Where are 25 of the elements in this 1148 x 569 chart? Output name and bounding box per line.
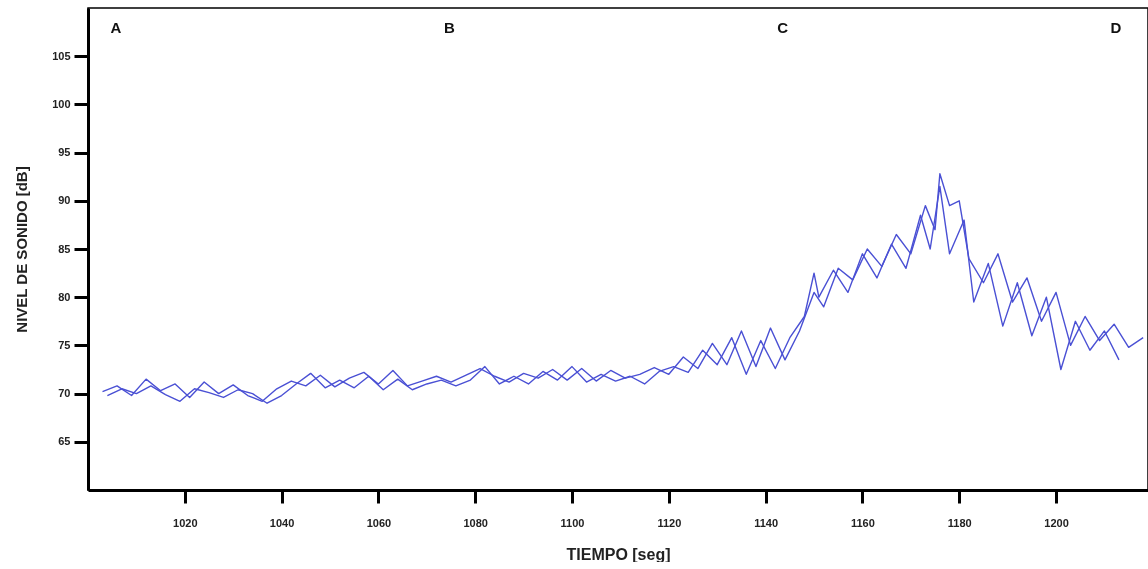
y-tick-label: 105 [52, 49, 71, 62]
y-tick-label: 95 [58, 146, 71, 159]
x-tick-label: 1100 [560, 516, 585, 529]
x-axis-title: TIEMPO [seg] [566, 545, 671, 563]
x-tick-label: 1040 [269, 516, 295, 529]
x-tick-label: 1140 [754, 516, 779, 529]
annotation: D [1110, 19, 1122, 36]
y-tick-label: 70 [58, 387, 71, 400]
x-tick-label: 1200 [1044, 516, 1069, 529]
x-tick-label: 1020 [173, 516, 198, 529]
y-tick-label: 85 [58, 242, 71, 255]
y-tick-label: 65 [58, 435, 71, 448]
y-tick-label: 90 [58, 194, 71, 207]
x-tick-label: 1060 [366, 516, 392, 529]
annotation: C [777, 19, 789, 36]
y-tick-label: 80 [58, 290, 71, 303]
x-tick-label: 1120 [657, 516, 682, 529]
annotation: B [443, 19, 455, 36]
y-tick-label: 100 [52, 97, 71, 110]
x-tick-label: 1080 [463, 516, 488, 529]
y-axis-title: NIVEL DE SONIDO [dB] [13, 166, 31, 333]
x-tick-label: 1180 [947, 516, 972, 529]
x-tick-label: 1160 [850, 516, 875, 529]
y-tick-label: 75 [58, 338, 71, 351]
annotation: A [110, 19, 122, 36]
